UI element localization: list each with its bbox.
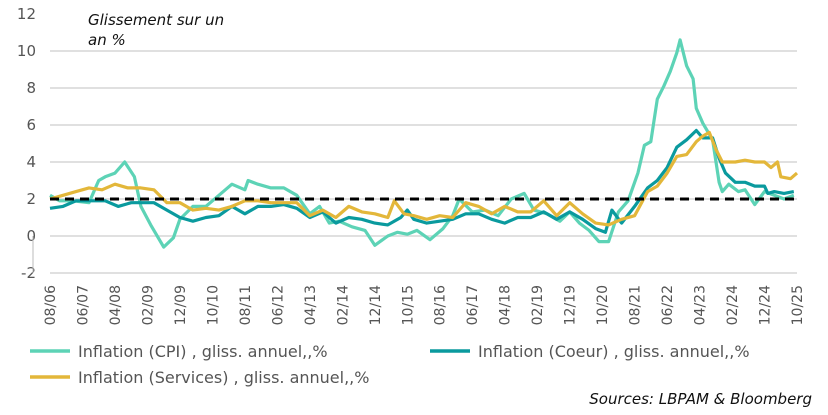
x-tick-label: 10/25 <box>790 285 806 325</box>
legend-label: Inflation (CPI) , gliss. annuel,,% <box>78 342 328 361</box>
x-tick-label: 04/23 <box>693 285 709 325</box>
x-tick-label: 06/12 <box>270 285 286 325</box>
x-tick-label: 10/15 <box>400 285 416 325</box>
gridlines <box>50 50 797 274</box>
y-tick-label: 12 <box>17 5 36 23</box>
source-note: Sources: LBPAM & Bloomberg <box>589 390 812 408</box>
x-tick-label: 12/09 <box>173 285 189 325</box>
y-tick-label: 2 <box>26 190 36 208</box>
y-tick-label: 0 <box>26 227 36 245</box>
y-axis-ticks: -2 0 2 4 6 8 10 12 <box>17 5 36 282</box>
x-tick-label: 08/21 <box>628 285 644 325</box>
x-tick-label: 04/13 <box>303 285 319 325</box>
x-tick-label: 04/08 <box>108 285 124 325</box>
x-tick-label: 02/19 <box>530 285 546 325</box>
series-line-2 <box>49 130 799 227</box>
legend: Inflation (CPI) , gliss. annuel,,% Inflat… <box>30 342 750 387</box>
x-tick-label: 04/18 <box>498 285 514 325</box>
legend-label: Inflation (Coeur) , gliss. annuel,,% <box>478 342 750 361</box>
chart-title-line-2: an % <box>88 31 126 49</box>
x-tick-label: 02/24 <box>725 285 741 325</box>
y-tick-label: 4 <box>26 153 36 171</box>
x-tick-label: 08/06 <box>43 285 59 325</box>
x-tick-label: 06/22 <box>660 285 676 325</box>
y-tick-label: 8 <box>26 79 36 97</box>
x-tick-label: 02/09 <box>140 285 156 325</box>
x-tick-label: 08/16 <box>433 285 449 325</box>
x-tick-label: 10/20 <box>595 285 611 325</box>
x-tick-label: 12/24 <box>758 285 774 325</box>
x-axis-ticks: 08/06 06/07 04/08 02/09 12/09 10/10 08/11 06/12… <box>43 285 806 325</box>
x-tick-label: 10/10 <box>205 285 221 325</box>
chart-title-line-1: Glissement sur un <box>88 11 224 29</box>
x-tick-label: 12/19 <box>563 285 579 325</box>
y-tick-label: 10 <box>17 42 36 60</box>
x-tick-label: 06/17 <box>465 285 481 325</box>
series-lines <box>49 38 799 249</box>
x-tick-label: 06/07 <box>75 285 91 325</box>
x-tick-label: 12/14 <box>368 285 384 325</box>
y-tick-label: 6 <box>26 116 36 134</box>
x-tick-label: 08/11 <box>238 285 254 325</box>
legend-label: Inflation (Services) , gliss. annuel,,% <box>78 368 369 387</box>
x-tick-label: 02/14 <box>335 285 351 325</box>
y-tick-label: -2 <box>21 264 36 282</box>
